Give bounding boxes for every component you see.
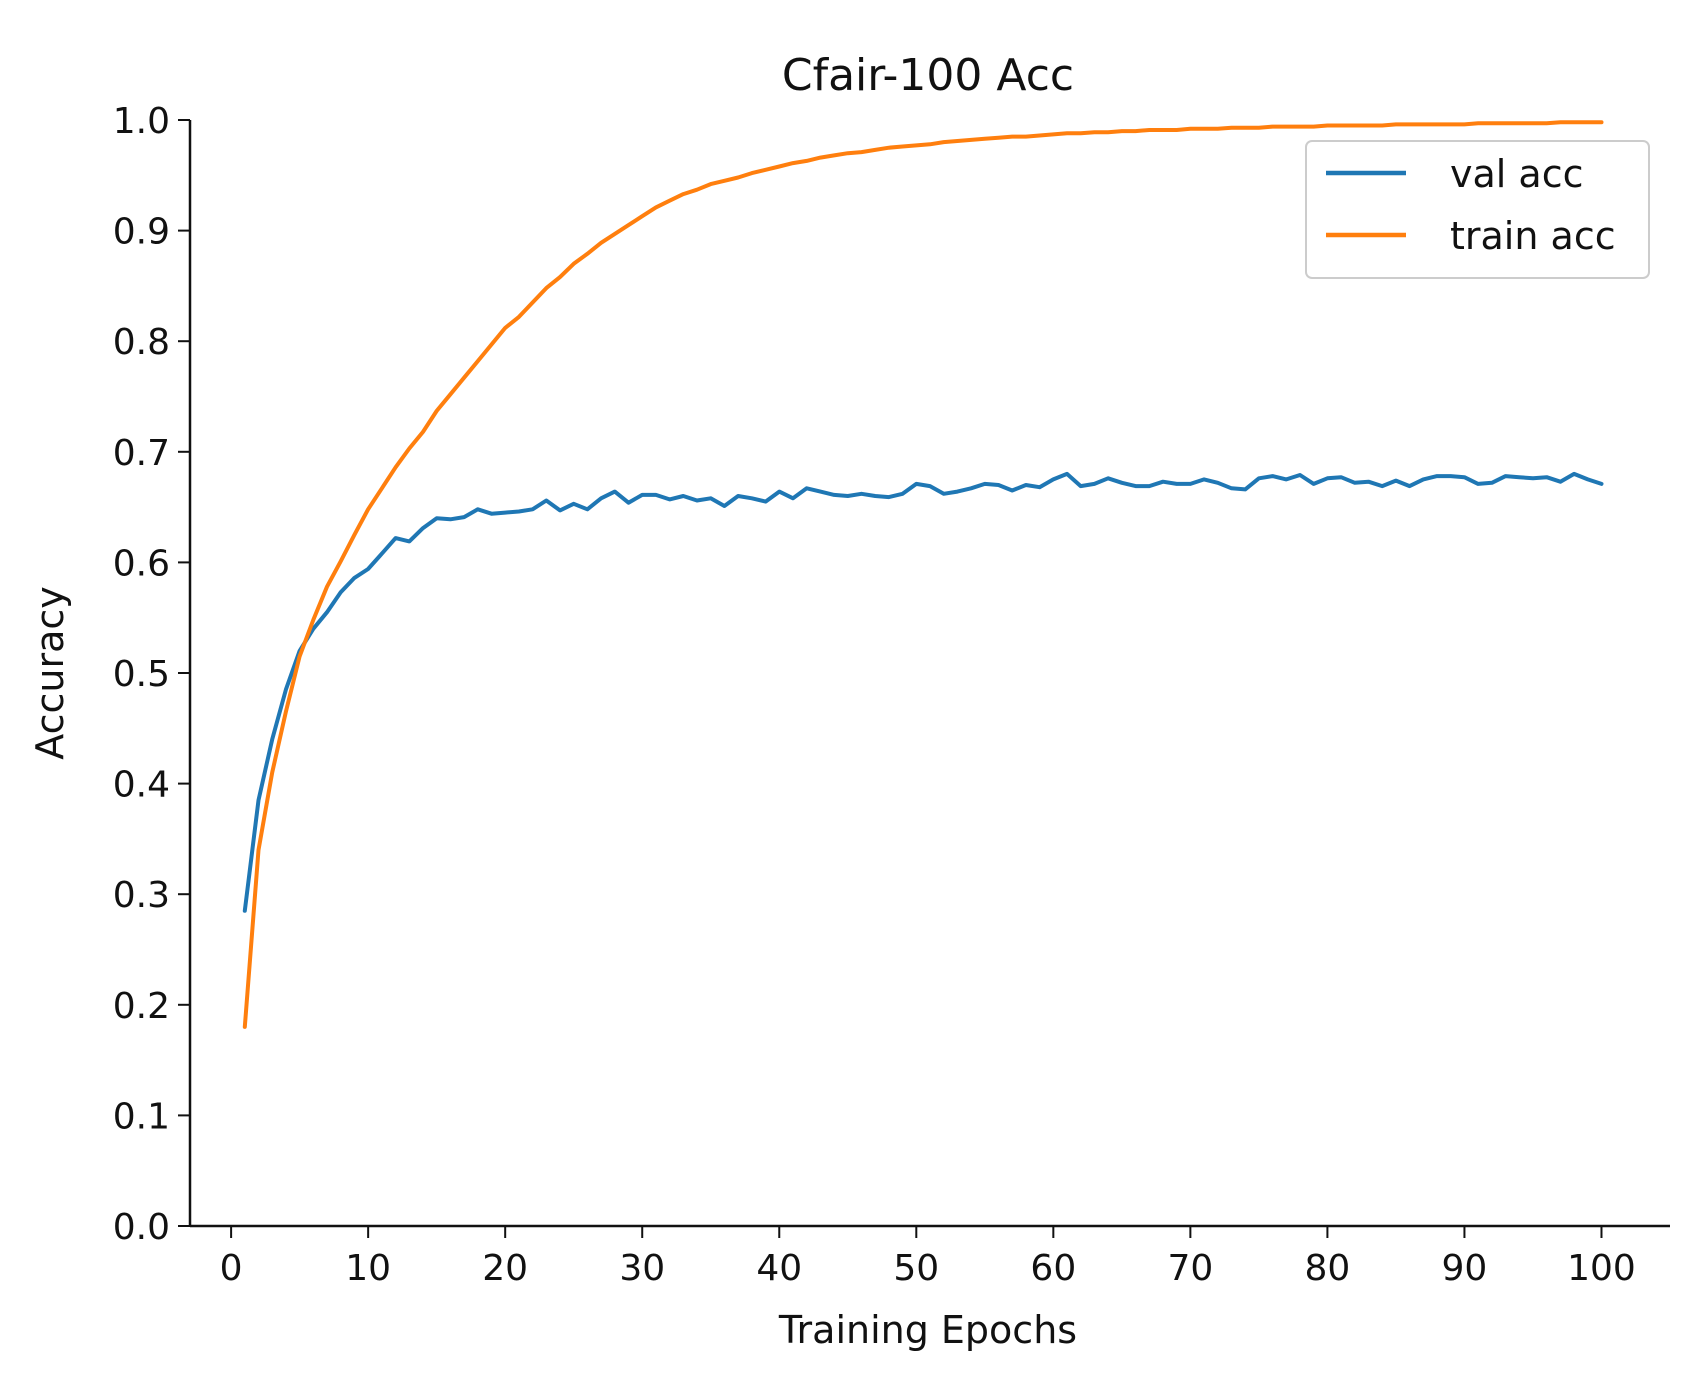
x-tick-label: 10 xyxy=(345,1248,391,1289)
legend-label-train-acc: train acc xyxy=(1450,214,1616,258)
legend: val acc train acc xyxy=(1305,140,1650,279)
y-tick-label: 0.2 xyxy=(113,986,170,1027)
y-tick-label: 0.5 xyxy=(113,654,170,695)
x-tick-label: 80 xyxy=(1305,1248,1351,1289)
y-tick-label: 0.9 xyxy=(113,212,170,253)
y-tick-label: 0.0 xyxy=(113,1207,170,1248)
x-tick-label: 40 xyxy=(756,1248,802,1289)
y-axis-label: Accuracy xyxy=(28,586,72,760)
x-tick-label: 60 xyxy=(1030,1248,1076,1289)
x-tick-label: 70 xyxy=(1167,1248,1213,1289)
y-tick-label: 0.4 xyxy=(113,765,170,806)
x-tick-label: 30 xyxy=(619,1248,665,1289)
x-tick-label: 50 xyxy=(893,1248,939,1289)
x-tick-label: 100 xyxy=(1567,1248,1636,1289)
y-tick-label: 0.8 xyxy=(113,322,170,363)
x-tick-label: 20 xyxy=(482,1248,528,1289)
series-line-val-acc xyxy=(242,471,1604,913)
legend-label-val-acc: val acc xyxy=(1450,152,1583,196)
y-tick-label: 0.1 xyxy=(113,1096,170,1137)
y-axis: 0.0 0.1 0.2 0.3 0.4 0.5 0.6 0.7 0.8 0.9 1.0 xyxy=(113,101,190,1248)
chart-title: Cfair-100 Acc xyxy=(782,50,1074,101)
x-tick-label: 90 xyxy=(1442,1248,1488,1289)
series-lines xyxy=(242,120,1604,1029)
series-line-train-acc xyxy=(242,120,1604,1029)
x-axis-label: Training Epochs xyxy=(778,1308,1077,1352)
x-axis: 0 10 20 30 40 50 60 70 80 90 100 xyxy=(220,1226,1636,1289)
y-tick-label: 1.0 xyxy=(113,101,170,142)
x-tick-label: 0 xyxy=(220,1248,243,1289)
y-tick-label: 0.7 xyxy=(113,433,170,474)
y-tick-label: 0.3 xyxy=(113,875,170,916)
y-tick-label: 0.6 xyxy=(113,543,170,584)
